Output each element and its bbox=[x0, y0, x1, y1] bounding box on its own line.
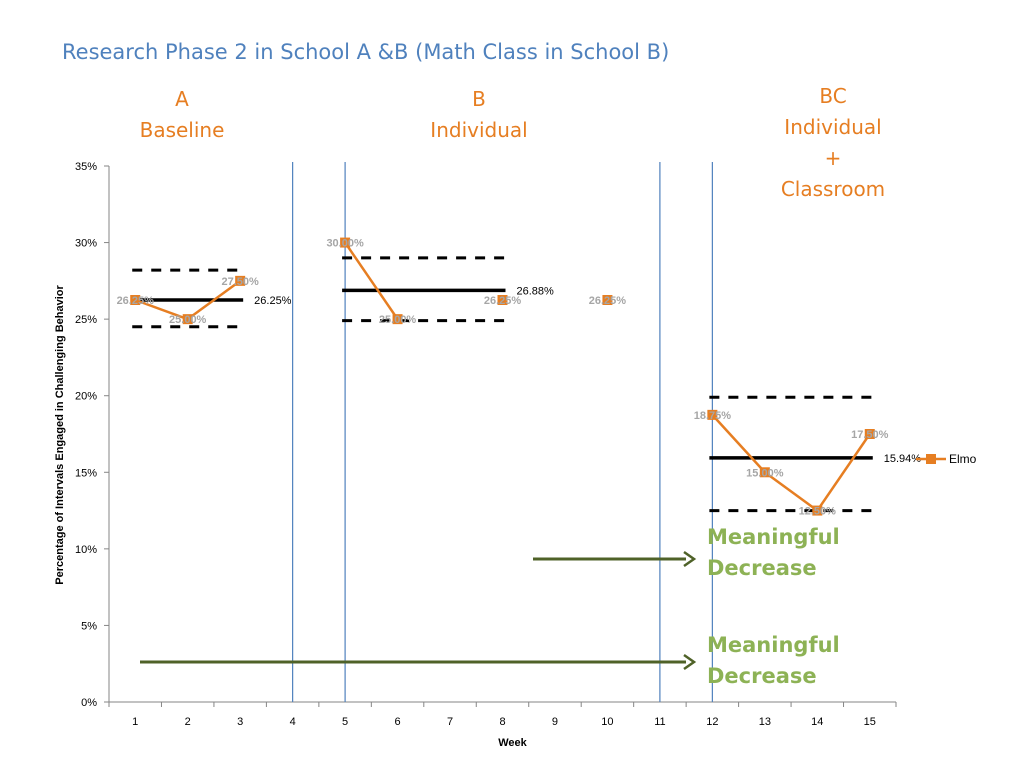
x-tick-label: 14 bbox=[811, 716, 823, 728]
data-point-label: 18.75% bbox=[694, 410, 732, 422]
phase-label-b: B Individual bbox=[409, 84, 549, 146]
x-tick-label: 3 bbox=[237, 716, 243, 728]
arrow-head bbox=[683, 550, 697, 568]
x-tick-label: 15 bbox=[864, 716, 876, 728]
phase-dividers bbox=[292, 162, 713, 702]
phase-label-a: A Baseline bbox=[122, 84, 242, 146]
y-tick-label: 0% bbox=[81, 697, 97, 709]
legend: Elmo bbox=[916, 452, 977, 466]
x-tick-label: 2 bbox=[185, 716, 191, 728]
x-tick-label: 13 bbox=[759, 716, 771, 728]
x-axis-title: Week bbox=[498, 737, 527, 749]
x-tick-label: 1 bbox=[132, 716, 138, 728]
phase-label-line: Individual bbox=[784, 115, 882, 139]
series-elmo bbox=[130, 237, 875, 516]
data-point-marker bbox=[340, 237, 351, 248]
series-segment bbox=[711, 414, 766, 474]
x-tick-label: 5 bbox=[342, 716, 348, 728]
phase-label-line: Individual bbox=[430, 118, 528, 142]
series-segment bbox=[344, 241, 399, 320]
y-tick-label: 15% bbox=[75, 467, 97, 479]
annotation-line: Meaningful bbox=[707, 525, 840, 549]
legend-marker bbox=[926, 454, 936, 464]
annotation-meaningful-decrease: Meaningful Decrease bbox=[707, 522, 840, 584]
phase-label-line: B bbox=[472, 87, 486, 111]
annotation-arrows bbox=[140, 550, 697, 671]
phase-label-line: Baseline bbox=[139, 118, 225, 142]
data-point-marker bbox=[182, 314, 193, 325]
phase-label-line: + bbox=[824, 146, 842, 170]
axes: 0%5%10%15%20%25%30%35%1 2 3 4 5 6 7 8 9 10 11 12 13 1… bbox=[54, 161, 897, 749]
data-point-label: 17.50% bbox=[851, 429, 889, 441]
phase-label-line: Classroom bbox=[780, 177, 886, 201]
series-segment bbox=[186, 279, 241, 321]
series-segment bbox=[764, 471, 819, 512]
data-point-label: 15.00% bbox=[746, 467, 784, 479]
annotation-line: Meaningful bbox=[707, 633, 840, 657]
data-point-marker bbox=[759, 467, 770, 478]
x-tick-label: 8 bbox=[499, 716, 505, 728]
legend-label: Elmo bbox=[949, 452, 977, 466]
x-tick-label: 4 bbox=[290, 716, 296, 728]
series-segment bbox=[134, 298, 189, 321]
data-point-label: 25.00% bbox=[379, 314, 417, 326]
data-point-label: 26.25% bbox=[484, 295, 522, 307]
slide-title: Research Phase 2 in School A &B (Math Cl… bbox=[62, 40, 670, 64]
y-tick-label: 5% bbox=[81, 620, 97, 632]
series-segment bbox=[816, 433, 871, 512]
phase-mean-label: 15.94% bbox=[884, 453, 922, 465]
annotation-line: Decrease bbox=[707, 664, 817, 688]
arrow-head bbox=[683, 653, 697, 671]
phase-mean-label: 26.88% bbox=[517, 285, 555, 297]
x-tick-label: 7 bbox=[447, 716, 453, 728]
annotation-line: Decrease bbox=[707, 556, 817, 580]
x-tick-label: 6 bbox=[395, 716, 401, 728]
y-tick-label: 35% bbox=[75, 161, 97, 173]
data-point-marker bbox=[864, 429, 875, 439]
data-point-label: 12.50% bbox=[799, 506, 837, 518]
y-tick-label: 20% bbox=[75, 391, 97, 403]
data-point-marker bbox=[812, 505, 823, 516]
data-point-marker bbox=[235, 275, 246, 286]
x-tick-label: 10 bbox=[601, 716, 613, 728]
y-tick-label: 10% bbox=[75, 544, 97, 556]
phase-mean-bands: 26.25%26.88%15.94% bbox=[132, 256, 922, 513]
x-tick-label: 12 bbox=[706, 716, 718, 728]
annotation-meaningful-decrease: Meaningful Decrease bbox=[707, 630, 840, 692]
phase-label-bc: BC Individual + Classroom bbox=[763, 81, 903, 205]
y-tick-label: 25% bbox=[75, 314, 97, 326]
x-tick-label: 11 bbox=[654, 716, 665, 728]
y-tick-label: 30% bbox=[75, 238, 97, 250]
data-point-marker bbox=[130, 295, 141, 305]
y-axis-title: Percentage of Intervals Engaged in Chall… bbox=[54, 285, 66, 585]
data-labels: 26.25% 25.00% 27.50% 30.00% 25.00% 26.25% 26.2… bbox=[117, 238, 889, 518]
data-point-marker bbox=[497, 295, 508, 305]
data-point-label: 30.00% bbox=[326, 238, 364, 250]
phase-mean-label: 26.25% bbox=[254, 295, 292, 307]
data-point-marker bbox=[602, 295, 613, 305]
data-point-marker bbox=[392, 314, 403, 325]
data-point-label: 26.25% bbox=[589, 295, 627, 307]
phase-label-line: A bbox=[175, 87, 189, 111]
data-point-label: 27.50% bbox=[222, 276, 260, 288]
data-point-label: 25.00% bbox=[169, 314, 207, 326]
x-tick-label: 9 bbox=[552, 716, 558, 728]
data-point-label: 26.25% bbox=[117, 295, 155, 307]
data-point-marker bbox=[707, 409, 718, 420]
phase-label-line: BC bbox=[819, 84, 847, 108]
